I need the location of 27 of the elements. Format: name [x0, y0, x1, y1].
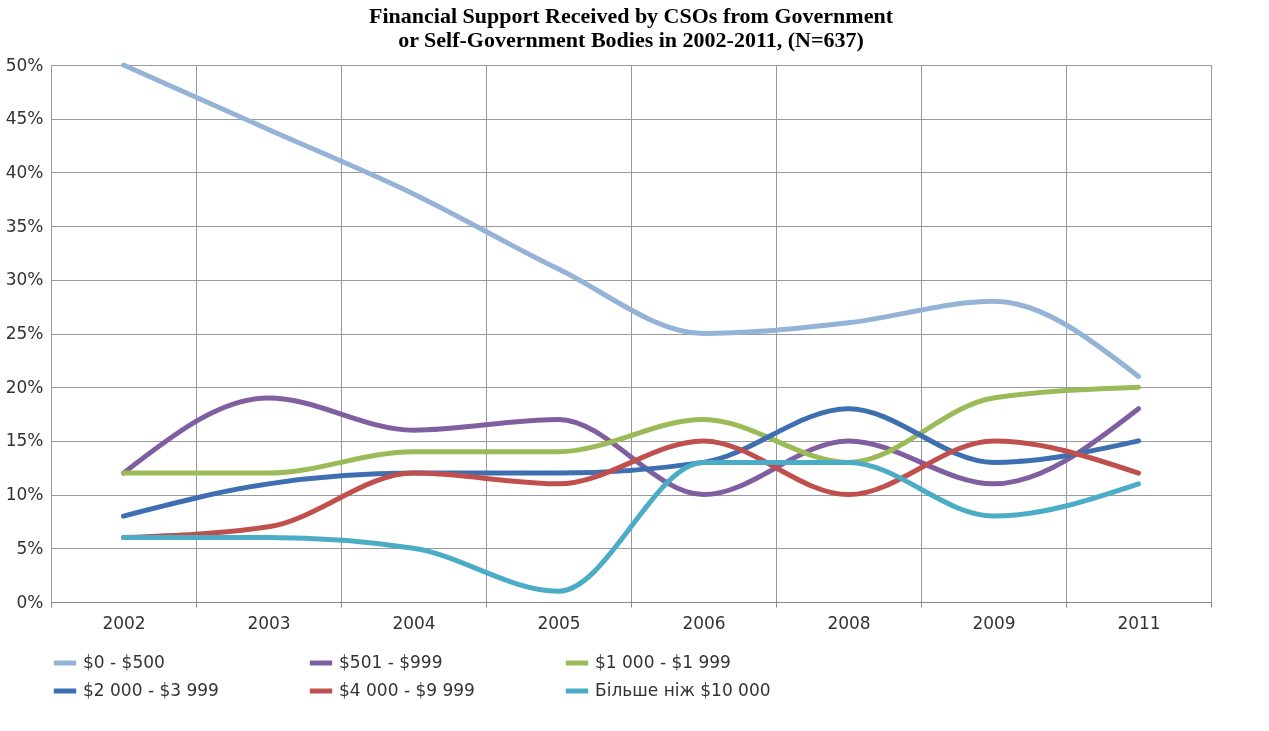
x-tick-label: 2011 [1117, 612, 1161, 633]
y-tick-label: 40% [5, 161, 44, 182]
x-tick-label: 2009 [972, 612, 1016, 633]
y-tick-label: 35% [5, 215, 44, 236]
x-tick-label: 2005 [537, 612, 581, 633]
x-tick-label: 2002 [102, 612, 146, 633]
y-tick-label: 50% [5, 54, 44, 75]
text: Financial Support Received by CSOs from Government [369, 3, 893, 28]
legend-label: $0 - $500 [83, 652, 165, 672]
y-tick-label: 25% [5, 323, 44, 343]
x-tick-label: 2008 [827, 612, 871, 633]
legend-label: $4 000 - $9 999 [339, 680, 475, 700]
x-tick-label: 2003 [247, 612, 291, 633]
y-tick-label: 15% [5, 430, 44, 451]
y-tick-label: 30% [5, 269, 44, 290]
legend-label: $2 000 - $3 999 [83, 680, 219, 700]
legend-label: $501 - $999 [339, 652, 443, 672]
y-tick-label: 20% [5, 376, 44, 397]
legend-label: $1 000 - $1 999 [595, 652, 731, 672]
y-tick-label: 5% [16, 537, 44, 558]
y-tick-label: 10% [5, 484, 44, 505]
y-tick-label: 45% [5, 108, 44, 129]
x-tick-label: 2004 [392, 612, 436, 633]
x-tick-label: 2006 [682, 612, 726, 633]
text: or Self-Government Bodies in 2002-2011, (N=637) [398, 27, 864, 52]
legend-label: Більше ніж $10 000 [595, 680, 771, 700]
y-tick-label: 0% [16, 591, 44, 612]
